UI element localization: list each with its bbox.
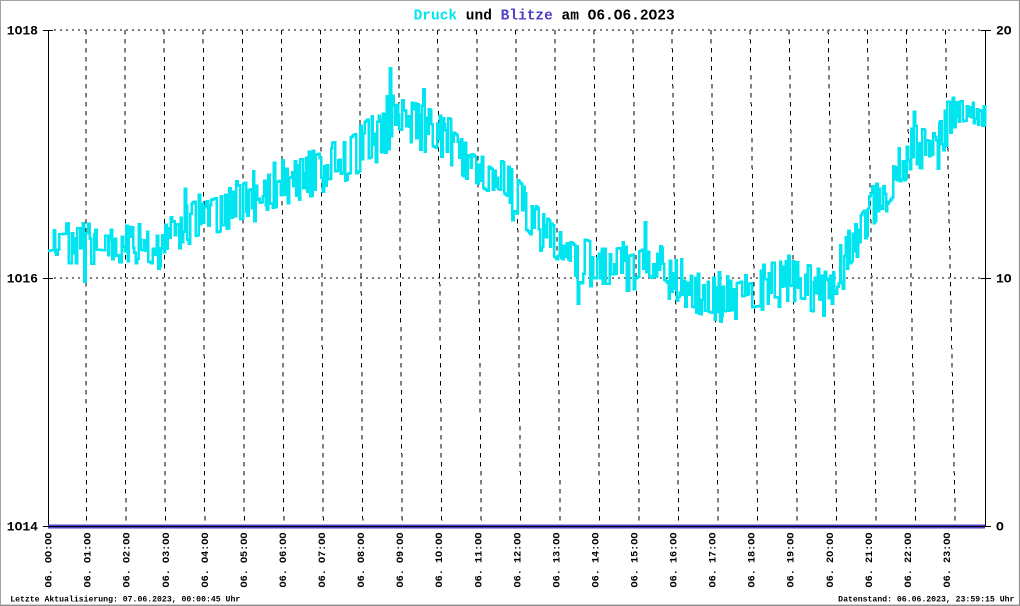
svg-text:1O18: 1O18 bbox=[7, 24, 38, 39]
svg-text:1O: 1O bbox=[996, 272, 1012, 287]
svg-text:O6. 16:OO: O6. 16:OO bbox=[670, 532, 681, 587]
svg-text:O6. 13:OO: O6. 13:OO bbox=[552, 532, 563, 587]
svg-text:O6. 21:OO: O6. 21:OO bbox=[865, 532, 876, 587]
svg-text:Datenstand: 06.06.2023, 23:59:: Datenstand: 06.06.2023, 23:59:15 Uhr bbox=[838, 595, 1014, 605]
svg-text:O6. O9:OO: O6. O9:OO bbox=[396, 532, 407, 587]
svg-text:O6. 2O:OO: O6. 2O:OO bbox=[826, 532, 837, 587]
svg-text:O6. 17:OO: O6. 17:OO bbox=[709, 532, 720, 587]
svg-text:O: O bbox=[996, 520, 1004, 535]
svg-text:O6. O7:OO: O6. O7:OO bbox=[318, 532, 329, 587]
svg-text:O6. O1:OO: O6. O1:OO bbox=[84, 532, 95, 587]
svg-text:O6. O6:OO: O6. O6:OO bbox=[279, 532, 290, 587]
svg-text:O6. 19:OO: O6. 19:OO bbox=[787, 532, 798, 587]
svg-text:O6. 23:OO: O6. 23:OO bbox=[943, 532, 954, 587]
svg-text:O6. 22:OO: O6. 22:OO bbox=[904, 532, 915, 587]
svg-text:Druck und Blitze am O6.O6.2O23: Druck und Blitze am O6.O6.2O23 bbox=[414, 9, 675, 25]
svg-text:O6. O2:OO: O6. O2:OO bbox=[123, 532, 134, 587]
svg-text:1O16: 1O16 bbox=[7, 272, 38, 287]
svg-text:1O14: 1O14 bbox=[7, 520, 38, 535]
svg-text:O6. O3:OO: O6. O3:OO bbox=[162, 532, 173, 587]
svg-text:O6. 11:OO: O6. 11:OO bbox=[474, 532, 485, 587]
svg-text:Letzte Aktualisierung: 07.06.2: Letzte Aktualisierung: 07.06.2023, 00:00… bbox=[10, 595, 240, 605]
svg-text:O6. O5:OO: O6. O5:OO bbox=[240, 532, 251, 587]
svg-text:O6. O4:OO: O6. O4:OO bbox=[201, 532, 212, 587]
svg-text:O6. O8:OO: O6. O8:OO bbox=[357, 532, 368, 587]
svg-text:O6. 12:OO: O6. 12:OO bbox=[513, 532, 524, 587]
svg-text:O6. 18:OO: O6. 18:OO bbox=[748, 532, 759, 587]
svg-text:O6. 1O:OO: O6. 1O:OO bbox=[435, 532, 446, 587]
svg-text:2O: 2O bbox=[996, 24, 1012, 39]
svg-text:O6. 15:OO: O6. 15:OO bbox=[631, 532, 642, 587]
svg-text:O6. 14:OO: O6. 14:OO bbox=[591, 532, 602, 587]
svg-text:O6. OO:OO: O6. OO:OO bbox=[45, 532, 56, 587]
